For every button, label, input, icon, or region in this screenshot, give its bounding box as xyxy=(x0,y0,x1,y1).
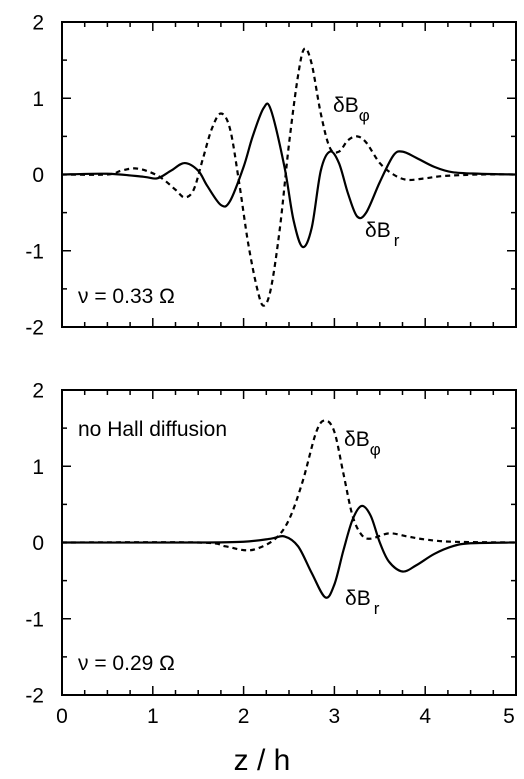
bottom-series-label-br: δB r xyxy=(345,587,380,618)
bottom-x-tick-label: 3 xyxy=(329,705,341,728)
top-series-label-bphi: δBφ xyxy=(333,94,370,125)
bottom-series xyxy=(61,419,517,599)
top-y-tick-label: -2 xyxy=(25,317,44,340)
bottom-series-label-bphi: δBφ xyxy=(344,428,381,459)
top-ticks xyxy=(61,21,517,328)
bottom-x-tick-label: 2 xyxy=(238,705,250,728)
top-y-tick-label: 2 xyxy=(32,12,44,35)
bottom-x-tick-label: 4 xyxy=(419,705,431,728)
bottom-x-tick-label: 1 xyxy=(147,705,159,728)
top-y-tick-label: -1 xyxy=(25,240,44,263)
bottom-series-line-bphi xyxy=(61,419,517,552)
x-axis-title: z / h xyxy=(234,744,291,777)
bottom-y-tick-label: 0 xyxy=(32,532,44,555)
bottom-y-tick-label: 2 xyxy=(32,380,44,403)
top-y-tick-label: 1 xyxy=(32,88,44,111)
bottom-y-tick-label: 1 xyxy=(32,456,44,479)
top-panel: 2 1 0 -1 -2 δBφ δB r ν = 0.33 Ω xyxy=(25,12,517,340)
bottom-note: no Hall diffusion xyxy=(78,418,227,441)
bottom-x-tick-label: 0 xyxy=(56,705,68,728)
bottom-x-tick-label: 5 xyxy=(503,705,515,728)
bottom-ticks xyxy=(61,389,517,696)
top-series xyxy=(61,47,517,307)
bottom-panel: 2 1 0 -1 -2 0 1 2 3 4 5 no Hall diffusio… xyxy=(25,380,517,728)
top-frequency-annotation: ν = 0.33 Ω xyxy=(78,285,175,308)
bottom-frequency-annotation: ν = 0.29 Ω xyxy=(78,652,175,675)
bottom-y-tick-label: -2 xyxy=(25,685,44,708)
bottom-y-tick-label: -1 xyxy=(25,608,44,631)
top-series-line-bphi xyxy=(61,47,517,307)
top-y-tick-label: 0 xyxy=(32,164,44,187)
top-series-label-br: δB r xyxy=(365,219,400,250)
top-series-line-br xyxy=(61,102,517,249)
bottom-series-line-br xyxy=(61,504,517,599)
